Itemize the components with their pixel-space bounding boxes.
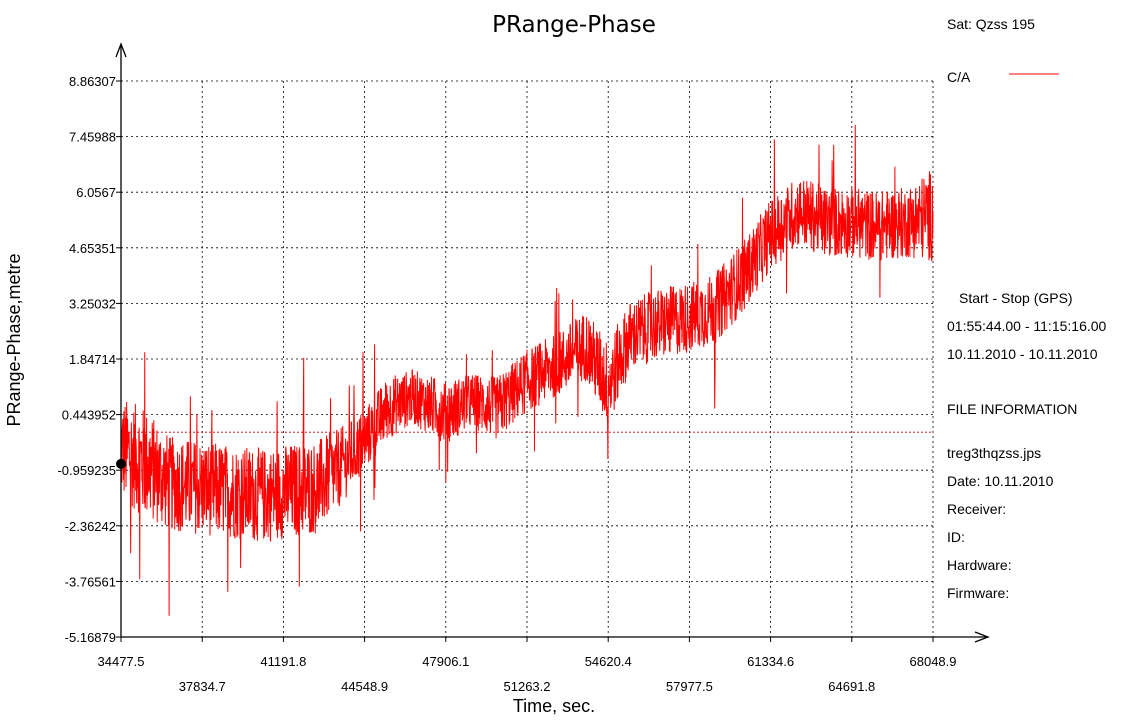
x-tick-label: 34477.5	[98, 654, 145, 669]
file-name: treg3thqzss.jps	[947, 445, 1042, 461]
y-tick-label: 4.65351	[69, 241, 116, 256]
start-point-marker	[116, 458, 126, 469]
start-marker	[116, 458, 126, 469]
legend-label-ca: C/A	[947, 69, 971, 85]
y-axis-arrow	[115, 42, 127, 58]
y-tick-label: 8.86307	[69, 74, 116, 89]
receiver-label: Receiver:	[947, 501, 1007, 517]
y-tick-labels: 8.86307 7.45988 6.0567 4.65351 3.25032 1.8471…	[57, 74, 116, 645]
x-axis-arrow	[974, 631, 990, 643]
y-tick-label: 3.25032	[69, 296, 116, 311]
y-tick-label: -2.36242	[65, 519, 116, 534]
series-area	[120, 124, 934, 616]
y-tick-label: -0.959235	[57, 463, 116, 478]
x-tick-labels: 34477.5 37834.7 41191.8 44548.9 47906.1 51263…	[98, 654, 957, 694]
chart-title: PRange-Phase	[492, 12, 656, 38]
y-tick-label: 1.84714	[69, 352, 116, 367]
date-range: 10.11.2010 - 10.11.2010	[947, 346, 1098, 362]
x-tick-label: 54620.4	[585, 654, 632, 669]
x-tick-label: 51263.2	[504, 679, 551, 694]
axes	[115, 42, 990, 643]
y-tick-label: 7.45988	[69, 130, 116, 145]
firmware-label: Firmware:	[947, 585, 1010, 601]
x-tick-label: 68048.9	[910, 654, 957, 669]
y-tick-label: 0.443952	[62, 408, 116, 423]
y-tick-label: -5.16879	[65, 630, 116, 645]
y-axis-label: PRange-Phase,metre	[4, 253, 24, 426]
start-stop-header: Start - Stop (GPS)	[959, 290, 1073, 306]
x-tick-label: 44548.9	[341, 679, 388, 694]
id-label: ID:	[947, 529, 965, 545]
x-tick-label: 57977.5	[666, 679, 713, 694]
file-info-header: FILE INFORMATION	[947, 401, 1078, 417]
x-tick-label: 41191.8	[260, 654, 306, 669]
sat-label: Sat: Qzss 195	[947, 16, 1035, 32]
y-tick-label: 6.0567	[76, 185, 116, 200]
time-range: 01:55:44.00 - 11:15:16.00	[947, 318, 1107, 334]
x-axis-label: Time, sec.	[513, 696, 595, 716]
series-line-c-a	[120, 124, 934, 616]
x-tick-label: 37834.7	[179, 679, 226, 694]
y-tick-label: -3.76561	[65, 574, 116, 589]
x-tick-label: 47906.1	[422, 654, 469, 669]
hardware-label: Hardware:	[947, 557, 1012, 573]
file-date: Date: 10.11.2010	[947, 473, 1054, 489]
x-tick-label: 61334.6	[747, 654, 794, 669]
x-tick-label: 64691.8	[828, 679, 875, 694]
